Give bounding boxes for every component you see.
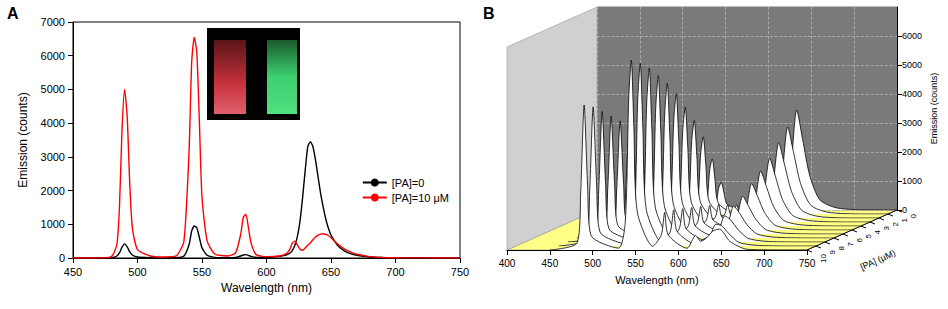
svg-text:Emission (counts): Emission (counts) (929, 73, 939, 145)
svg-text:A: A (7, 5, 19, 22)
svg-text:5000: 5000 (902, 60, 922, 70)
svg-text:6000: 6000 (902, 31, 922, 41)
svg-text:8: 8 (837, 245, 846, 250)
svg-text:10: 10 (819, 253, 828, 262)
svg-text:2000: 2000 (902, 147, 922, 157)
svg-text:550: 550 (627, 258, 644, 269)
svg-text:5000: 5000 (41, 83, 65, 95)
svg-text:9: 9 (828, 249, 837, 254)
svg-text:1: 1 (900, 217, 909, 222)
svg-text:450: 450 (542, 258, 559, 269)
svg-text:1000: 1000 (902, 176, 922, 186)
svg-text:7: 7 (846, 241, 855, 246)
svg-text:Wavelength (nm): Wavelength (nm) (615, 274, 698, 286)
svg-text:700: 700 (386, 266, 404, 278)
svg-text:700: 700 (756, 258, 773, 269)
svg-text:6000: 6000 (41, 50, 65, 62)
svg-text:550: 550 (193, 266, 211, 278)
svg-text:0: 0 (59, 252, 65, 264)
svg-text:750: 750 (799, 258, 816, 269)
svg-text:4: 4 (873, 229, 882, 234)
svg-text:450: 450 (64, 266, 82, 278)
svg-text:650: 650 (713, 258, 730, 269)
svg-text:500: 500 (128, 266, 146, 278)
svg-text:600: 600 (257, 266, 275, 278)
svg-text:2000: 2000 (41, 185, 65, 197)
svg-text:7000: 7000 (41, 16, 65, 28)
svg-text:0: 0 (909, 213, 918, 218)
svg-text:[PA]=10 μM: [PA]=10 μM (392, 192, 449, 204)
svg-text:3000: 3000 (41, 151, 65, 163)
svg-text:B: B (483, 5, 495, 22)
svg-text:[PA]=0: [PA]=0 (392, 177, 425, 189)
svg-text:650: 650 (322, 266, 340, 278)
svg-text:600: 600 (670, 258, 687, 269)
svg-text:2: 2 (891, 221, 900, 226)
svg-text:0: 0 (902, 205, 907, 215)
svg-text:750: 750 (451, 266, 469, 278)
svg-text:6: 6 (855, 237, 864, 242)
svg-text:1000: 1000 (41, 218, 65, 230)
svg-text:5: 5 (864, 233, 873, 238)
svg-text:4000: 4000 (902, 89, 922, 99)
svg-text:500: 500 (584, 258, 601, 269)
svg-text:3: 3 (882, 225, 891, 230)
svg-text:400: 400 (499, 258, 516, 269)
svg-text:[PA] (μM): [PA] (μM) (859, 248, 897, 272)
svg-text:4000: 4000 (41, 117, 65, 129)
svg-text:Wavelength (nm): Wavelength (nm) (221, 281, 312, 295)
svg-text:Emission (counts): Emission (counts) (16, 92, 30, 187)
svg-text:3000: 3000 (902, 118, 922, 128)
